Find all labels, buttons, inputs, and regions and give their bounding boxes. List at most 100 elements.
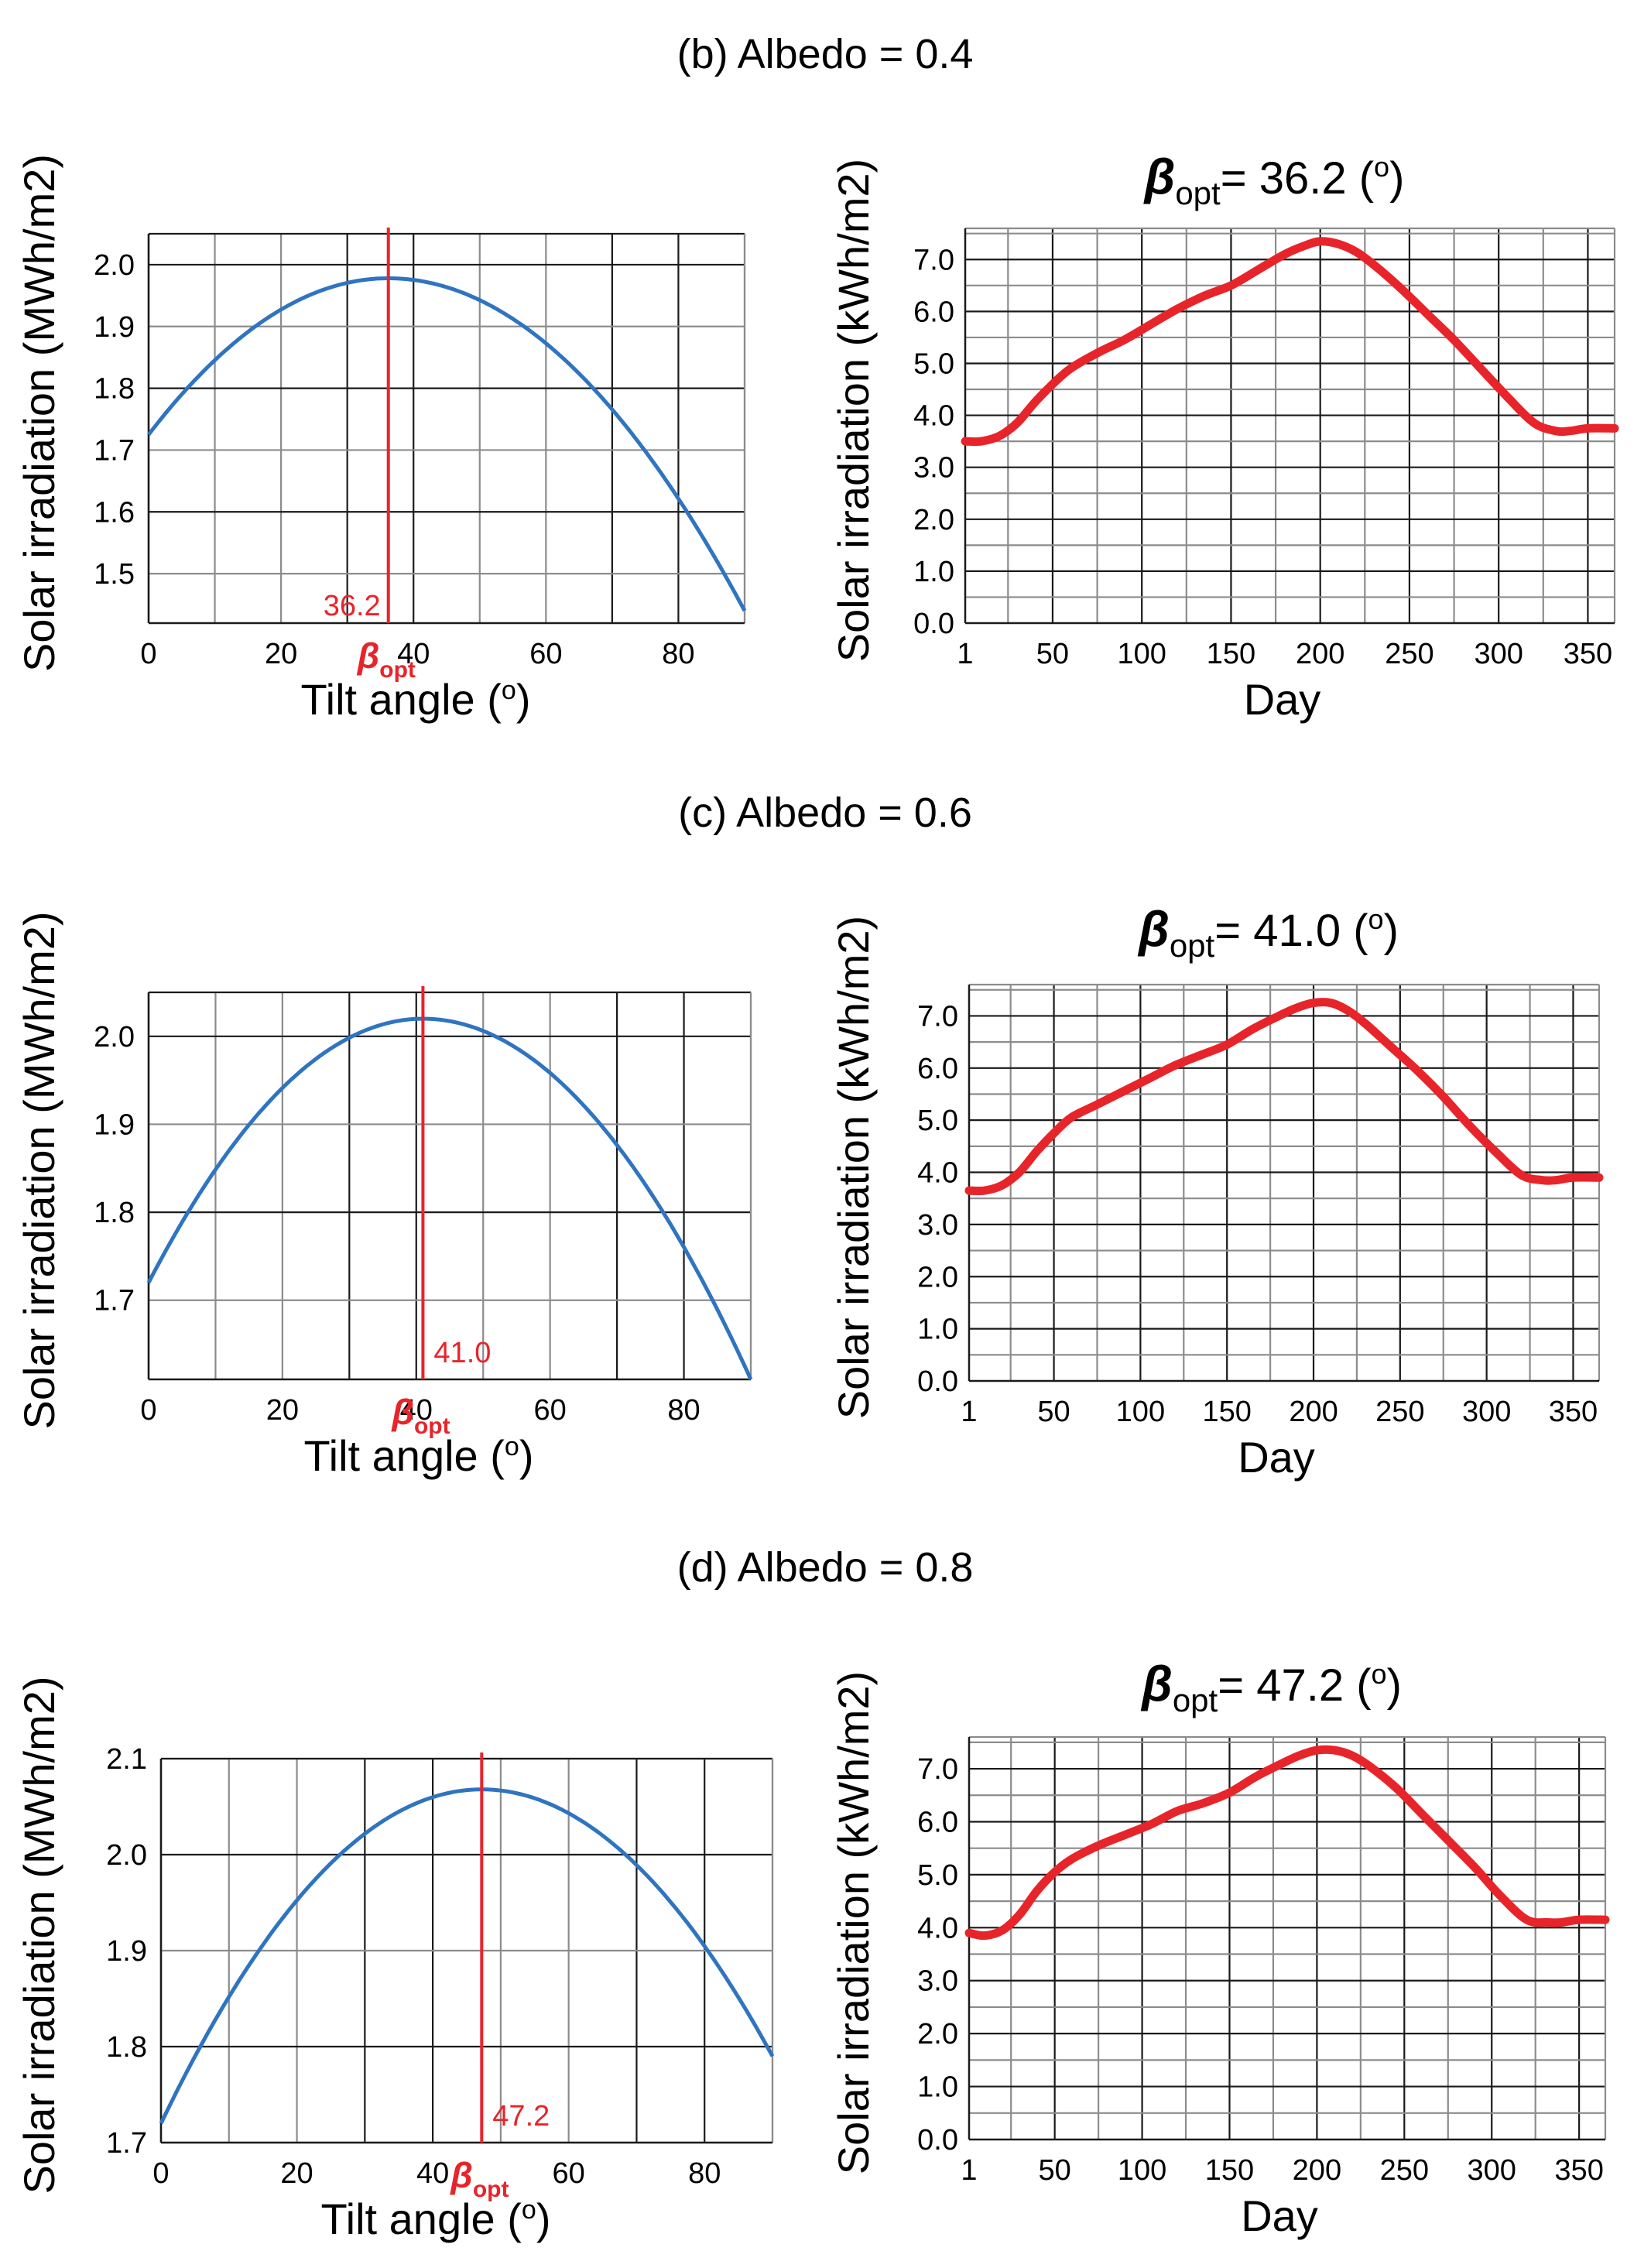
y-tick-label: 4.0 [917,1912,958,1944]
x-tick-label: 100 [1117,638,1166,670]
x-tick-label: 150 [1205,2154,1254,2187]
x-tick-label: 350 [1549,1396,1598,1428]
y-tick-label: 5.0 [913,348,954,380]
x-tick-label: 40 [416,2157,449,2190]
y-tick-label: 4.0 [917,1157,958,1190]
y-tick-label: 7.0 [913,244,954,276]
x-tick-label: 20 [265,638,297,670]
y-tick-label: 1.8 [106,2031,147,2064]
panel-title: (b) Albedo = 0.4 [677,31,974,77]
y-tick-label: 1.0 [913,556,954,588]
beta-opt-value: 41.0 [433,1337,491,1369]
y-axis-label: Solar irradiation (kWh/m2) [829,916,878,1419]
x-axis-label: Day [1244,675,1321,724]
y-tick-label: 2.1 [106,1743,147,1776]
y-tick-label: 5.0 [917,1859,958,1892]
x-tick-label: 50 [1039,2154,1071,2187]
x-tick-label: 40 [397,638,430,670]
daily-chart-title: βopt= 41.0 (o) [1137,901,1399,964]
x-tick-label: 150 [1203,1396,1252,1428]
y-axis-label: Solar irradiation (kWh/m2) [829,1671,878,2174]
beta-opt-value: 47.2 [492,2100,550,2133]
daily-curve [961,237,1619,447]
y-tick-label: 1.0 [917,2071,958,2104]
y-tick-label: 7.0 [917,1000,958,1033]
x-tick-label: 0 [152,2157,169,2190]
x-tick-label: 80 [688,2157,721,2190]
x-axis-label: Tilt angle (o) [304,1431,534,1480]
y-axis-label: Solar irradiation (MWh/m2) [15,1676,63,2194]
beta-opt-marker: βopt [450,2155,509,2202]
x-tick-label: 40 [400,1394,433,1427]
y-tick-label: 1.9 [94,311,135,344]
x-tick-label: 60 [534,1394,567,1427]
x-tick-label: 150 [1207,638,1255,670]
tilt-curve [147,276,747,612]
tilt-chart: 0 20 40 60 80 1.7 1.8 1.9 2.0 2.1 Solar irradiatio… [15,1676,775,2243]
y-tick-label: 4.0 [913,400,954,433]
y-tick-label: 6.0 [917,1806,958,1838]
y-tick-label: 1.8 [94,1197,135,1229]
y-axis-label: Solar irradiation (kWh/m2) [829,159,878,662]
x-tick-label: 200 [1296,638,1344,670]
y-tick-label: 2.0 [917,1261,958,1293]
x-tick-label: 300 [1468,2154,1516,2187]
y-tick-label: 6.0 [913,296,954,328]
x-axis-label: Tilt angle (o) [301,675,531,724]
tilt-chart: 0 20 40 60 80 1.7 1.8 1.9 2.0 Solar irradiation (… [15,911,753,1480]
x-tick-label: 350 [1564,638,1612,670]
y-tick-label: 1.5 [94,558,135,591]
tilt-curve [159,1787,775,2125]
daily-chart: 1 50 100 150 200 250 300 3500.01.02.03.04.05.06… [829,1656,1610,2240]
x-tick-label: 250 [1380,2154,1429,2187]
y-tick-label: 1.8 [94,373,135,406]
x-tick-label: 80 [662,638,694,670]
daily-chart: 1 50 100 150 200 250 300 3500.01.02.03.04.05.06… [829,149,1619,724]
y-tick-label: 1.7 [106,2127,147,2160]
daily-chart-title: βopt= 36.2 (o) [1143,149,1405,211]
y-tick-label: 3.0 [917,1965,958,1998]
y-tick-label: 1.7 [94,1285,135,1317]
x-tick-label: 250 [1375,1396,1424,1428]
y-tick-label: 2.0 [106,1839,147,1872]
x-tick-label: 20 [266,1394,299,1427]
y-tick-label: 0.0 [917,1365,958,1398]
x-tick-label: 60 [553,2157,585,2190]
x-tick-label: 80 [667,1394,700,1427]
daily-curve [964,998,1604,1196]
y-tick-label: 1.7 [94,434,135,467]
x-tick-label: 1 [957,638,973,670]
x-tick-label: 100 [1118,2154,1166,2187]
y-axis-label: Solar irradiation (MWh/m2) [15,154,63,672]
y-axis-label: Solar irradiation (MWh/m2) [15,911,63,1429]
daily-chart-title: βopt= 47.2 (o) [1140,1656,1402,1718]
x-tick-label: 20 [280,2157,313,2190]
x-axis-label: Day [1241,2191,1318,2240]
daily-chart: 1 50 100 150 200 250 300 3500.01.02.03.04.05.06… [829,901,1604,1482]
x-axis-label: Day [1238,1433,1315,1482]
x-tick-label: 0 [140,1394,156,1427]
y-tick-label: 6.0 [917,1053,958,1085]
x-tick-label: 1 [961,2154,977,2187]
beta-opt-marker: βopt [391,1392,450,1439]
x-axis-label: Tilt angle (o) [321,2194,551,2243]
y-tick-label: 1.9 [94,1108,135,1141]
y-tick-label: 0.0 [913,608,954,640]
y-tick-label: 2.0 [94,1021,135,1053]
y-tick-label: 2.0 [917,2018,958,2050]
y-tick-label: 7.0 [917,1753,958,1786]
x-tick-label: 200 [1289,1396,1338,1428]
x-tick-label: 0 [140,638,156,670]
y-tick-label: 3.0 [913,452,954,485]
x-tick-label: 50 [1036,638,1069,670]
y-tick-label: 0.0 [917,2124,958,2157]
y-tick-label: 1.6 [94,496,135,529]
tilt-curve [146,1016,753,1381]
x-tick-label: 300 [1474,638,1523,670]
y-tick-label: 2.0 [913,504,954,536]
x-tick-label: 200 [1293,2154,1341,2187]
daily-curve [964,1745,1610,1941]
y-tick-label: 5.0 [917,1105,958,1137]
y-tick-label: 1.0 [917,1314,958,1346]
